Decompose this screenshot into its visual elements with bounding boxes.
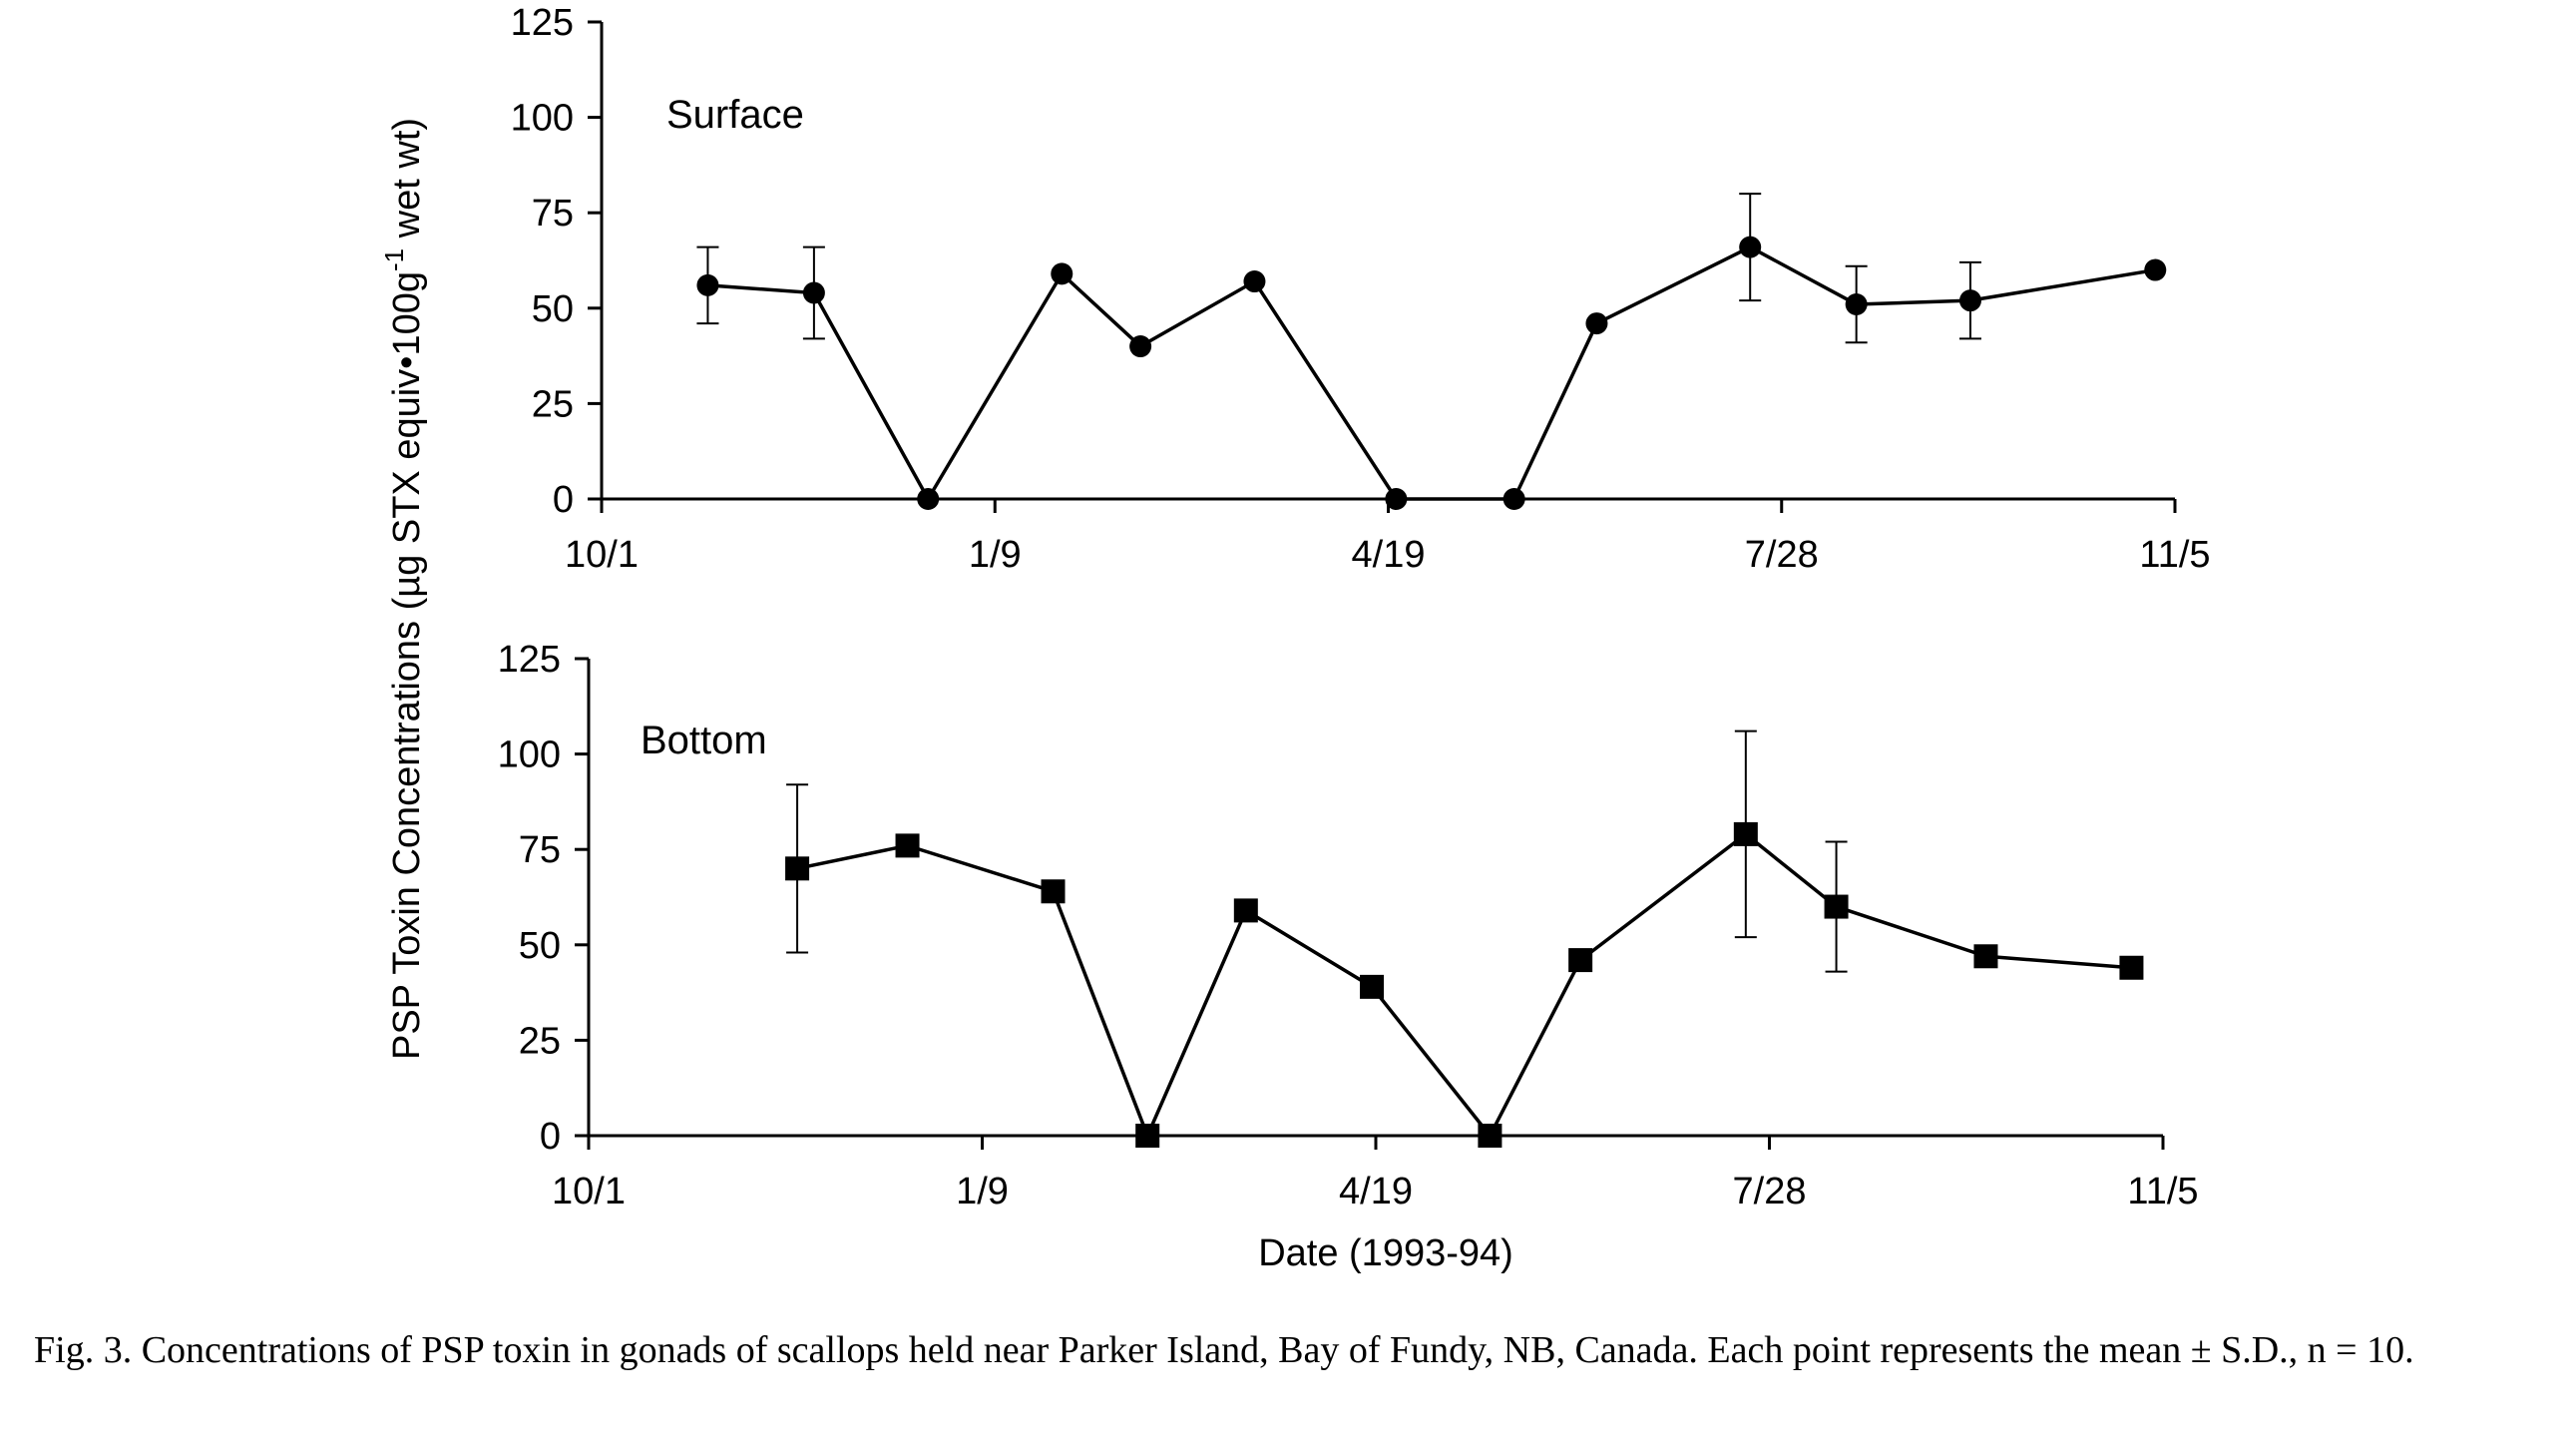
- y-tick-label: 75: [519, 829, 561, 871]
- y-tick-label: 25: [532, 383, 574, 425]
- x-tick-label: 10/1: [552, 1171, 626, 1212]
- data-point: [1135, 1124, 1160, 1148]
- x-axis-title: Date (1993-94): [1258, 1232, 1513, 1274]
- data-point: [917, 488, 940, 510]
- data-point: [1824, 894, 1849, 919]
- data-point: [1051, 262, 1073, 285]
- series-line: [707, 244, 2156, 503]
- data-point: [696, 273, 719, 296]
- y-tick-label: 0: [540, 1116, 561, 1158]
- bottom-panel: 0 25 50 75 100 125 10/1 1/9 4/19 7/28 11/5 Bottom Da…: [498, 639, 2199, 1274]
- x-tick-label: 1/9: [969, 534, 1022, 576]
- data-point: [2144, 258, 2167, 281]
- data-point: [895, 833, 920, 858]
- figure-caption: Fig. 3. Concentrations of PSP toxin in g…: [34, 1329, 2414, 1371]
- data-point: [2119, 955, 2144, 980]
- data-point: [1129, 335, 1152, 358]
- data-point: [1385, 488, 1408, 510]
- y-tick-label: 0: [553, 479, 574, 521]
- x-tick-label: 11/5: [2127, 1171, 2198, 1212]
- data-point: [1243, 270, 1266, 293]
- data-point: [1503, 488, 1525, 510]
- y-tick-label: 50: [519, 925, 561, 967]
- x-tick-label: 10/1: [565, 534, 639, 576]
- data-point: [802, 281, 825, 304]
- data-point: [1845, 292, 1868, 315]
- y-tick-label: 50: [532, 288, 574, 330]
- x-tick-label: 11/5: [2139, 534, 2210, 576]
- y-tick-label: 125: [498, 639, 561, 681]
- y-tick-label: 25: [519, 1020, 561, 1062]
- series-line: [796, 831, 2132, 1141]
- x-tick-label: 7/28: [1733, 1171, 1807, 1212]
- data-point: [1233, 898, 1258, 923]
- data-point: [1568, 948, 1593, 973]
- data-point: [1733, 821, 1758, 846]
- data-point: [1958, 289, 1981, 312]
- data-point: [1739, 236, 1762, 258]
- panel-label: Bottom: [641, 719, 767, 762]
- data-point: [1360, 974, 1385, 999]
- x-tick-label: 4/19: [1352, 534, 1426, 576]
- y-tick-label: 100: [511, 98, 574, 140]
- y-tick-label: 125: [511, 2, 574, 44]
- y-tick-label: 100: [498, 734, 561, 776]
- y-tick-label: 75: [532, 193, 574, 235]
- x-tick-label: 4/19: [1339, 1171, 1413, 1212]
- y-axis-title: PSP Toxin Concentrations (µg STX equiv•1…: [379, 118, 428, 1060]
- surface-panel: 0 25 50 75 100 125 10/1 1/9 4/19 7/28 11/5 Surface: [511, 2, 2211, 576]
- x-tick-label: 1/9: [956, 1171, 1009, 1212]
- data-point: [1973, 944, 1998, 969]
- data-point: [1478, 1124, 1503, 1148]
- data-point: [1041, 879, 1066, 904]
- panel-label: Surface: [666, 93, 804, 137]
- data-point: [785, 856, 810, 881]
- data-point: [1585, 312, 1608, 335]
- x-tick-label: 7/28: [1745, 534, 1819, 576]
